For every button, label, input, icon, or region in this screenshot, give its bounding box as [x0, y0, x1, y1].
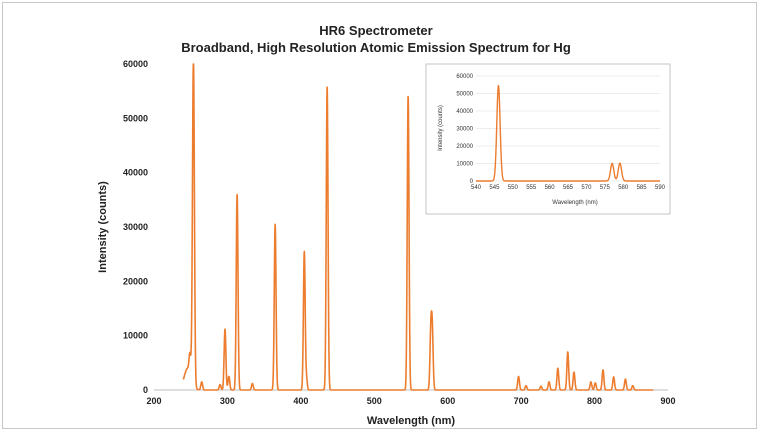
- main-y-tick-label: 20000: [123, 276, 148, 286]
- main-x-tick-label: 900: [660, 396, 675, 406]
- main-axis-ticks: 0 10000 20000 30000 40000 50000 60000 200 300 400…: [123, 59, 676, 406]
- main-x-tick-label: 400: [293, 396, 308, 406]
- inset-x-tick-label: 570: [581, 185, 592, 191]
- inset-x-tick-label: 575: [600, 185, 611, 191]
- main-y-tick-label: 0: [143, 385, 148, 395]
- main-x-tick-label: 600: [440, 396, 455, 406]
- inset-y-tick-label: 30000: [456, 127, 473, 133]
- inset-x-tick-label: 590: [655, 185, 666, 191]
- inset-axis-ticks: 0 10000 20000 30000 40000 50000 60000 540 545 550…: [456, 74, 665, 191]
- inset-y-tick-label: 60000: [456, 74, 473, 80]
- inset-y-tick-label: 0: [470, 179, 474, 185]
- inset-x-axis-label: Wavelength (nm): [552, 200, 597, 206]
- main-y-tick-label: 30000: [123, 222, 148, 232]
- inset-x-tick-label: 545: [489, 185, 500, 191]
- main-y-axis-label: Intensity (counts): [97, 181, 109, 273]
- inset-x-tick-label: 550: [508, 185, 519, 191]
- main-x-tick-label: 300: [220, 396, 235, 406]
- inset-x-tick-label: 580: [618, 185, 629, 191]
- inset-x-tick-label: 565: [563, 185, 574, 191]
- main-x-tick-label: 800: [587, 396, 602, 406]
- inset-y-tick-label: 20000: [456, 144, 473, 150]
- chart-subtitle: Broadband, High Resolution Atomic Emissi…: [181, 40, 571, 55]
- chart-title: HR6 Spectrometer: [319, 23, 432, 38]
- inset-y-tick-label: 50000: [456, 92, 473, 98]
- inset-spectrum-line: [475, 84, 661, 182]
- main-x-tick-label: 200: [146, 396, 161, 406]
- chart-frame: [2, 2, 757, 429]
- inset-x-tick-label: 555: [526, 185, 537, 191]
- main-y-tick-label: 50000: [123, 113, 148, 123]
- main-y-tick-label: 40000: [123, 168, 148, 178]
- inset-x-tick-label: 540: [471, 185, 482, 191]
- main-x-tick-label: 700: [514, 396, 529, 406]
- main-x-tick-label: 500: [367, 396, 382, 406]
- main-spectrum-line: [182, 63, 654, 391]
- inset-x-tick-label: 585: [637, 185, 648, 191]
- main-x-axis-label: Wavelength (nm): [367, 415, 456, 427]
- main-y-tick-label: 60000: [123, 59, 148, 69]
- inset-y-tick-label: 40000: [456, 109, 473, 115]
- inset-y-axis-label: Intensity (counts): [438, 105, 444, 151]
- main-y-tick-label: 10000: [123, 331, 148, 341]
- inset-x-tick-label: 560: [545, 185, 556, 191]
- inset-frame: [425, 63, 671, 215]
- inset-y-tick-label: 10000: [456, 162, 473, 168]
